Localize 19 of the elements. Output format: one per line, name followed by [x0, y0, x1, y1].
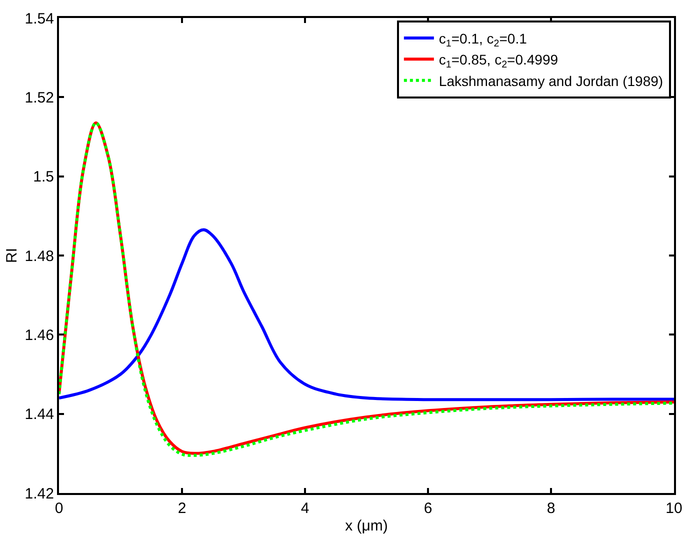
legend-label: c$_{1}$=0.85, c$_{2}$=0.4999 — [438, 52, 558, 71]
x-tick-label: 10 — [666, 500, 682, 517]
line-series — [59, 228, 674, 402]
y-tick-label: 1.52 — [24, 89, 54, 106]
x-tick-label: 0 — [54, 500, 64, 517]
y-tick-label: 1.44 — [24, 406, 54, 424]
y-tick-label: 1.42 — [24, 485, 54, 502]
y-axis-title: RI — [4, 248, 21, 263]
legend-label: Lakshmanasamy and Jordan (1989) — [438, 72, 664, 89]
x-axis-title: x (μm) — [345, 518, 388, 534]
legend-label: c$_{1}$=0.1, c$_{2}$=0.1 — [438, 30, 528, 50]
x-tick-label: 2 — [178, 500, 186, 517]
y-tick-label: 1.48 — [24, 248, 54, 265]
y-tick-label: 1.54 — [24, 10, 54, 28]
x-tick-label: 6 — [424, 500, 432, 517]
x-tick-label: 8 — [546, 500, 556, 517]
x-tick-label: 4 — [300, 500, 310, 517]
y-tick-label: 1.46 — [24, 326, 54, 344]
y-tick-label: 1.5 — [33, 168, 54, 186]
